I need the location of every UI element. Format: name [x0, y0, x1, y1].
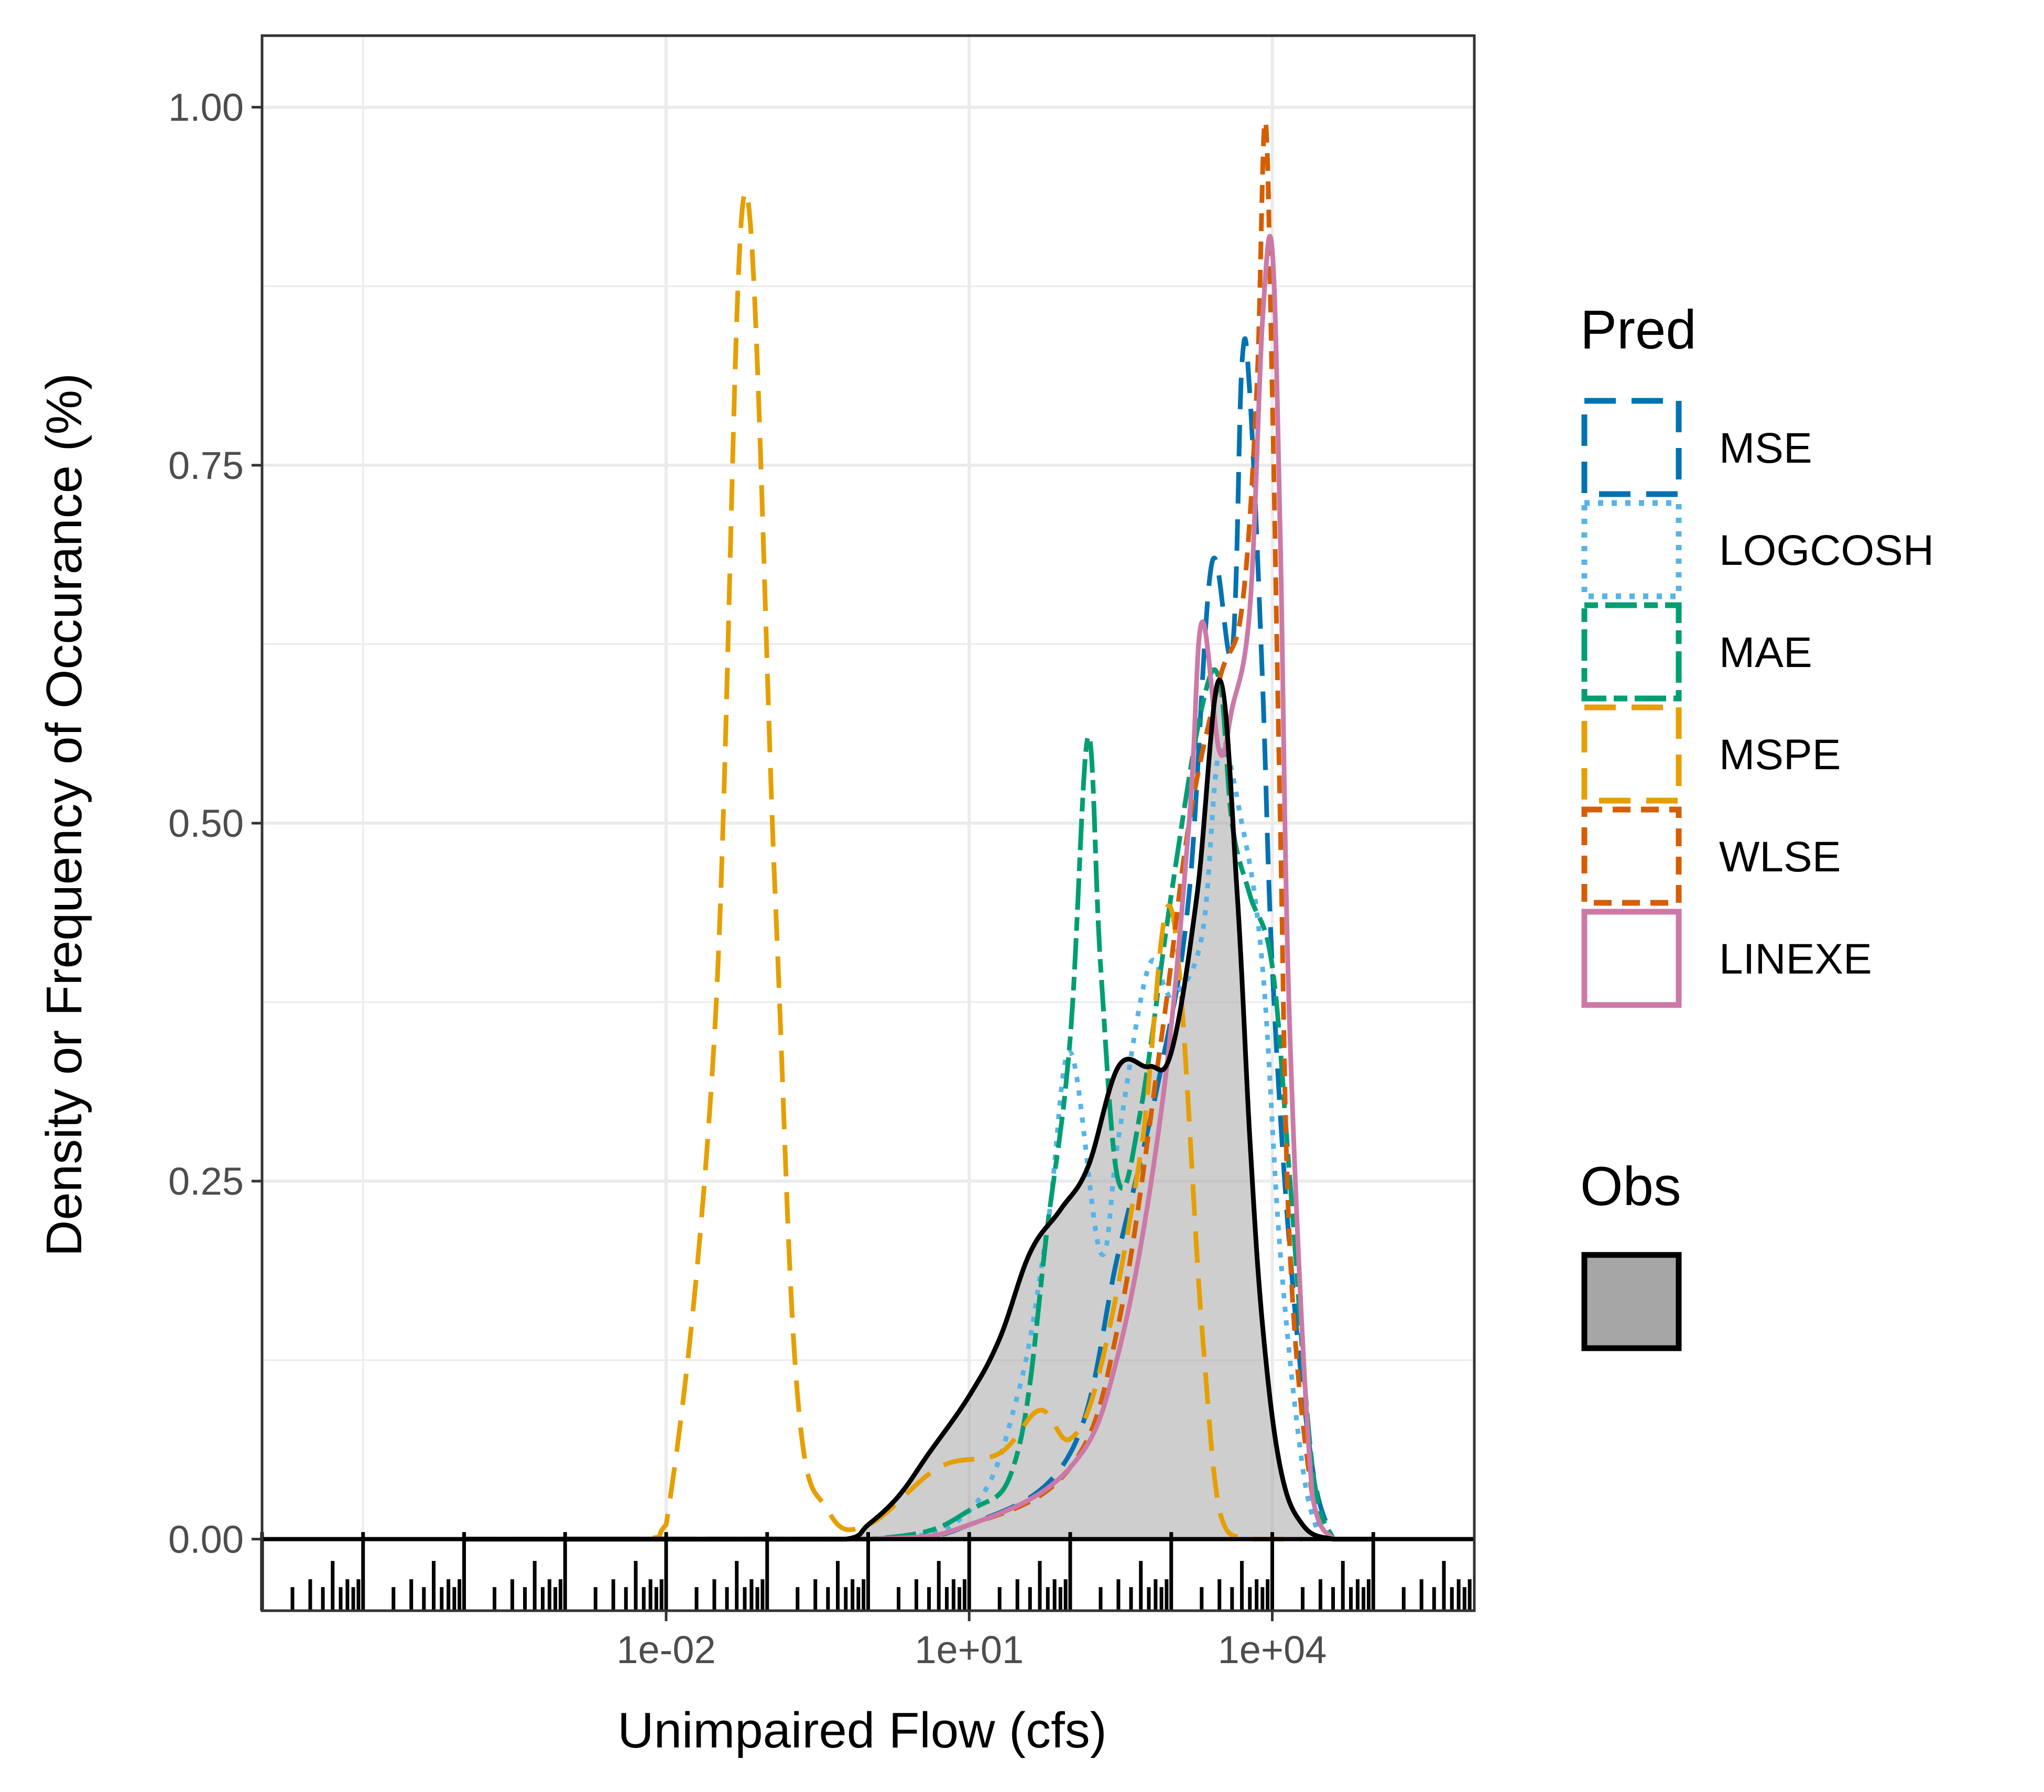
x-axis: 1e-02 1e+01 1e+04 — [616, 1611, 1327, 1671]
legend-title-pred: Pred — [1580, 299, 1697, 360]
series-mspe — [464, 190, 1303, 1542]
series-obs-line — [464, 678, 1374, 1542]
x-axis-title: Unimpaired Flow (cfs) — [617, 1702, 1107, 1758]
y-tick-label: 0.00 — [168, 1517, 244, 1561]
legend-title-obs: Obs — [1580, 1156, 1681, 1217]
legend-label-linexe: LINEXE — [1719, 935, 1872, 983]
legend-key-obs — [1581, 1252, 1682, 1351]
legend-key-linexe — [1581, 909, 1682, 1008]
y-tick-label: 0.50 — [168, 802, 244, 845]
legend-label-mae: MAE — [1719, 629, 1812, 676]
legend-label-mse: MSE — [1719, 424, 1812, 472]
legend-key-logcosh — [1581, 500, 1682, 599]
y-tick-label: 0.75 — [168, 444, 244, 487]
legend-label-logcosh: LOGCOSH — [1719, 527, 1934, 574]
data-series — [464, 119, 1374, 1542]
series-mse — [565, 336, 1335, 1542]
x-tick-label: 1e+04 — [1218, 1628, 1327, 1671]
series-logcosh — [565, 745, 1323, 1542]
series-mae — [565, 667, 1335, 1542]
y-axis-title: Density or Frequency of Occurance (%) — [36, 373, 92, 1256]
y-tick-label: 0.25 — [168, 1160, 244, 1203]
rug-marks — [260, 1532, 1474, 1611]
legend-key-mae — [1581, 602, 1682, 702]
legend-key-mspe — [1581, 704, 1682, 804]
legend-label-mspe: MSPE — [1719, 731, 1841, 779]
x-tick-label: 1e-02 — [616, 1628, 715, 1671]
x-tick-label: 1e+01 — [915, 1628, 1024, 1671]
y-axis: 0.00 0.25 0.50 0.75 1.00 — [168, 86, 262, 1561]
legend: Pred Obs MSE LOGCOSH MAE MSPE WLSE LINEXE — [1580, 299, 1934, 1351]
y-tick-label: 1.00 — [168, 86, 244, 129]
legend-key-mse — [1581, 398, 1682, 497]
legend-key-wlse — [1581, 806, 1682, 906]
series-obs-fill — [464, 680, 1374, 1539]
series-linexe — [565, 234, 1335, 1542]
legend-label-wlse: WLSE — [1719, 833, 1841, 881]
